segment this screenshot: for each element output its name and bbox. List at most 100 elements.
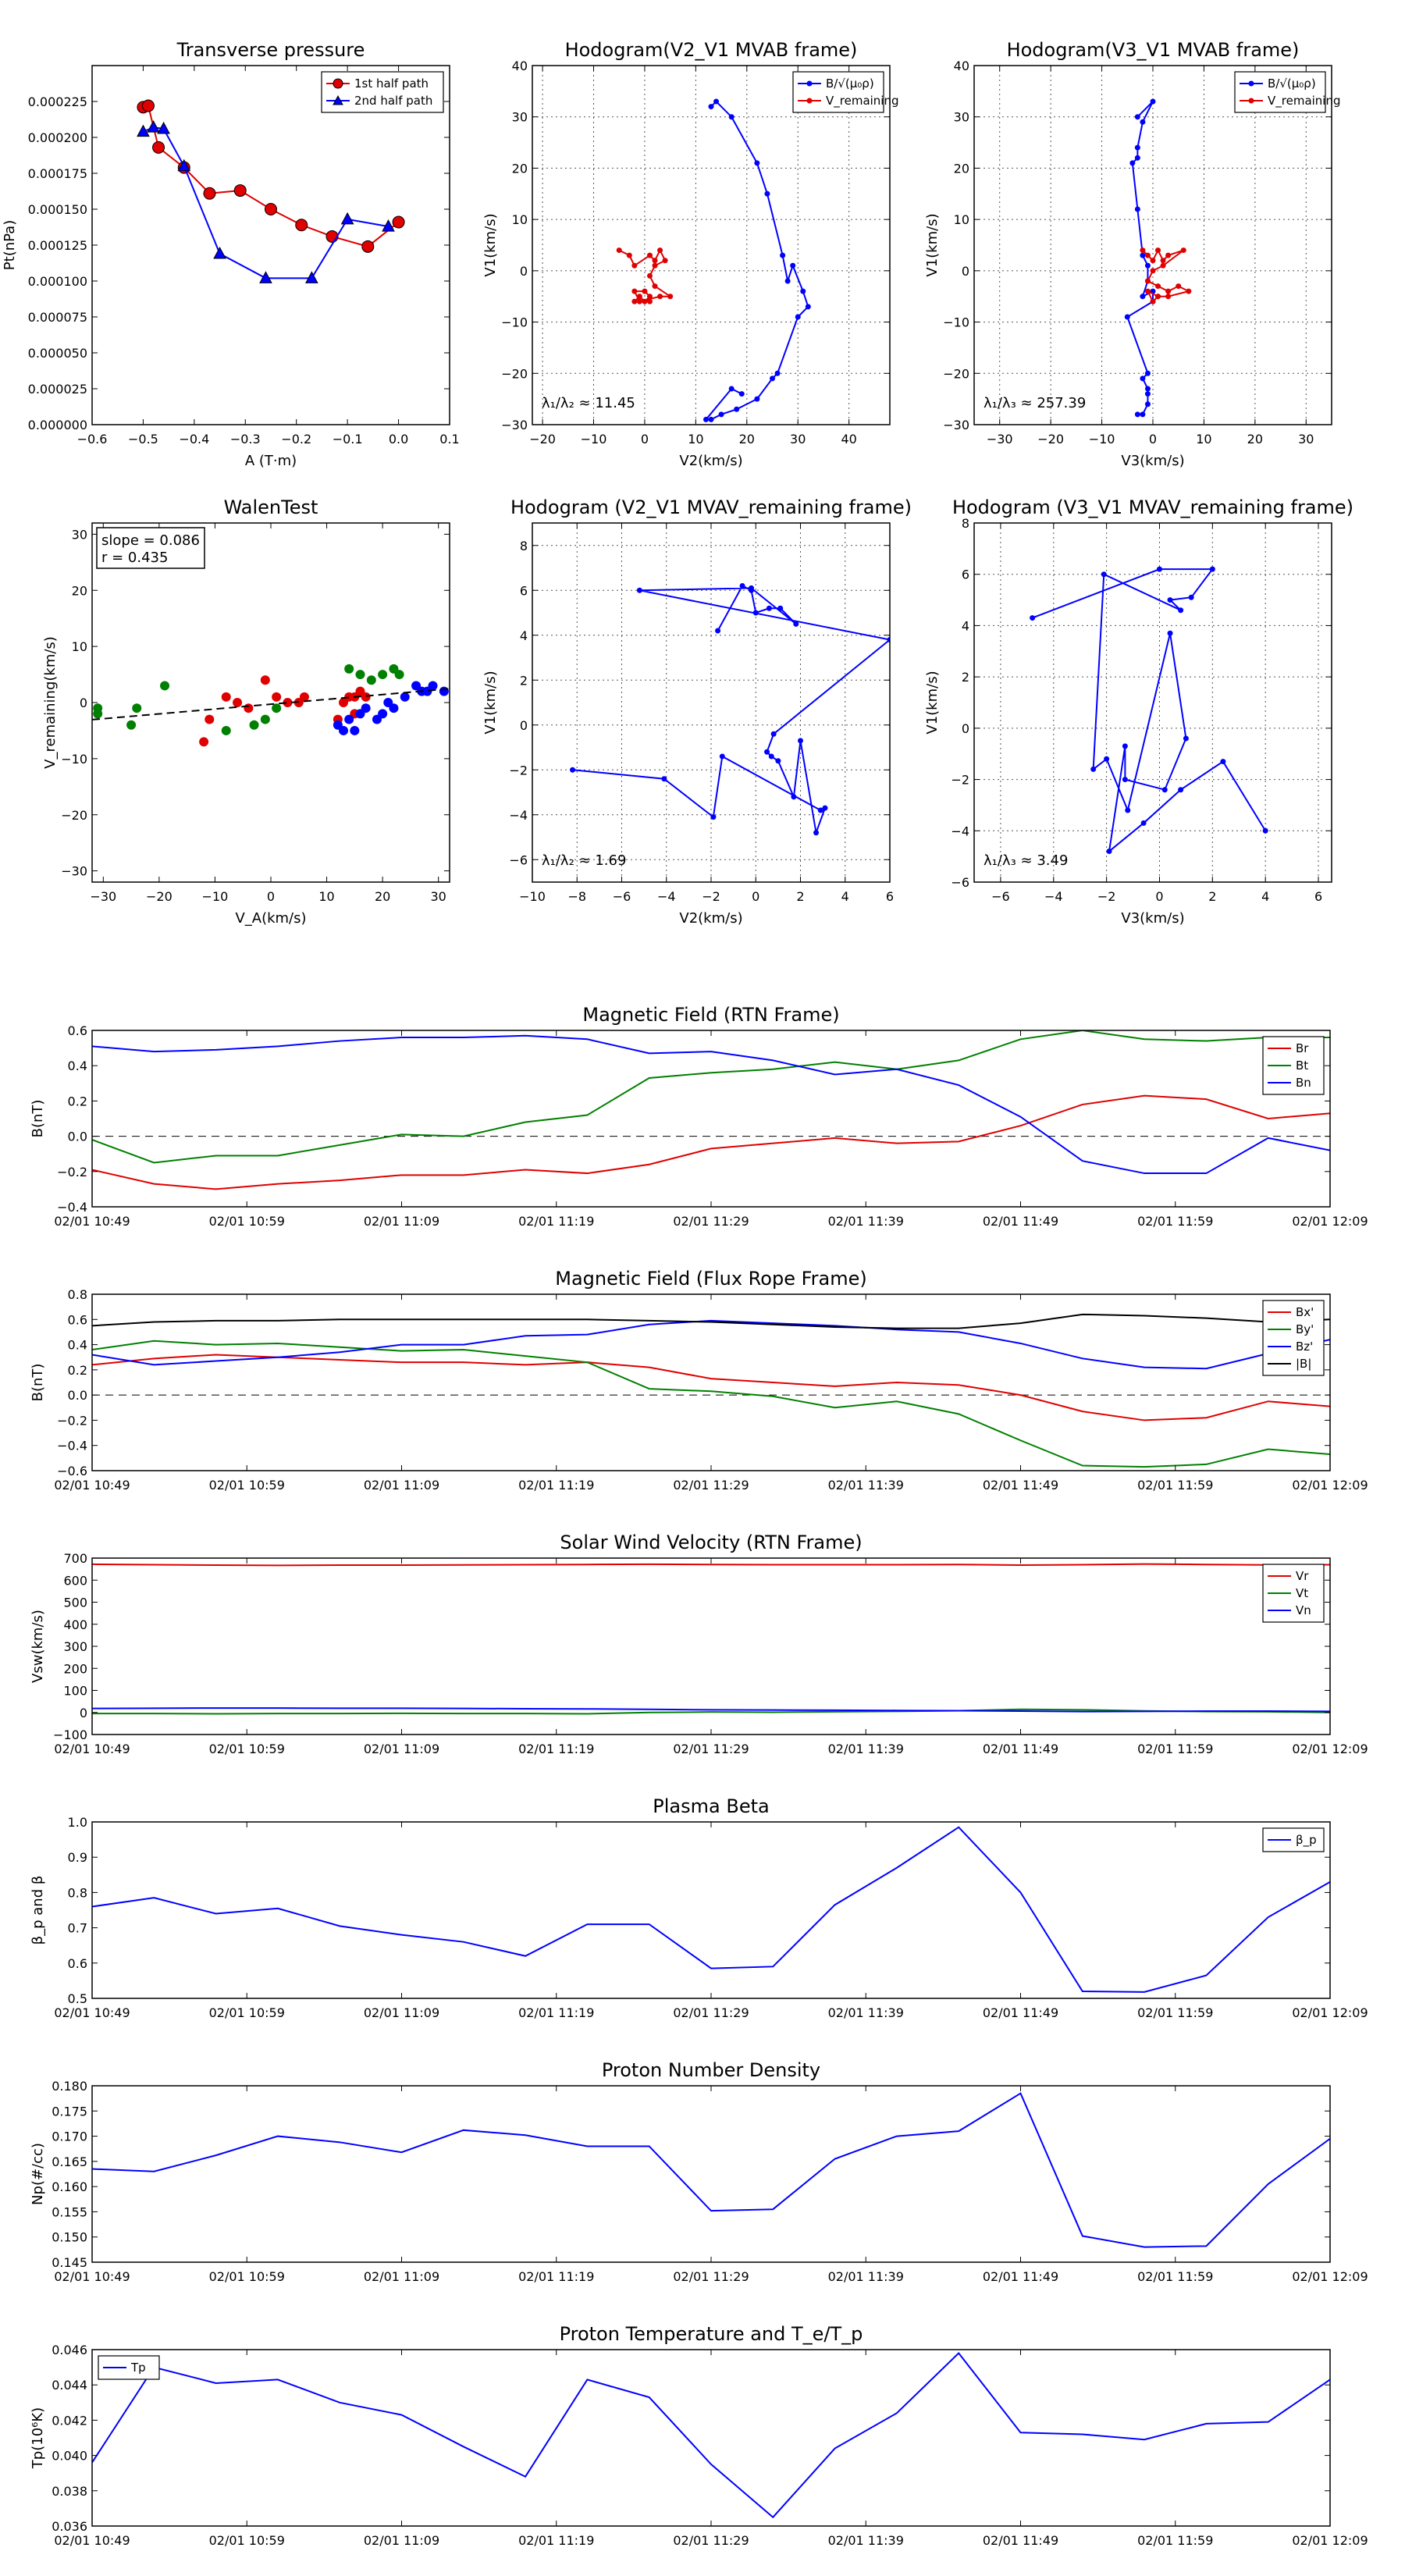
data-layer bbox=[92, 1030, 1330, 1190]
data-point bbox=[1134, 114, 1140, 120]
data-point bbox=[793, 621, 799, 627]
y-tick-label: −6 bbox=[951, 875, 969, 890]
x-tick-label: 2 bbox=[796, 889, 804, 904]
y-tick-label: −30 bbox=[501, 418, 528, 432]
x-axis-label: V3(km/s) bbox=[1121, 910, 1184, 927]
y-tick-label: −0.4 bbox=[57, 1439, 87, 1453]
data-point bbox=[702, 416, 709, 422]
y-tick-label: −0.6 bbox=[57, 1464, 87, 1478]
x-tick-label: 02/01 11:59 bbox=[1137, 2269, 1213, 2284]
data-point bbox=[1183, 735, 1189, 742]
y-tick-label: 0.175 bbox=[52, 2104, 87, 2119]
x-tick-label: −10 bbox=[1089, 432, 1115, 447]
plot-frame bbox=[91, 1030, 1331, 1208]
data-point bbox=[1262, 827, 1268, 834]
x-tick-label: −10 bbox=[581, 432, 607, 447]
data-point bbox=[1150, 98, 1156, 105]
data-point bbox=[662, 258, 668, 264]
data-point bbox=[1188, 594, 1194, 600]
data-point bbox=[646, 272, 653, 279]
data-point bbox=[749, 585, 755, 591]
y-tick-label: 0.000200 bbox=[28, 130, 87, 145]
x-tick-label: 02/01 11:09 bbox=[364, 2533, 439, 2548]
data-point bbox=[754, 396, 760, 402]
data-point bbox=[798, 738, 803, 744]
y-tick-label: 30 bbox=[512, 110, 528, 125]
y-tick-label: −20 bbox=[943, 366, 969, 381]
y-tick-label: 1.0 bbox=[68, 1815, 87, 1830]
data-point bbox=[728, 386, 735, 392]
data-layer bbox=[1124, 98, 1192, 418]
y-tick-label: 0 bbox=[962, 264, 969, 279]
data-point bbox=[1176, 283, 1182, 290]
series-line-0 bbox=[92, 2352, 1330, 2519]
x-tick-label: 30 bbox=[1298, 432, 1314, 447]
x-tick-label: 02/01 11:19 bbox=[518, 2269, 594, 2284]
y-axis-label: β_p and β bbox=[30, 1876, 46, 1945]
series-line-0 bbox=[572, 585, 890, 836]
legend-marker bbox=[1248, 98, 1254, 104]
x-tick-label: 20 bbox=[375, 889, 390, 904]
y-tick-label: 6 bbox=[520, 583, 528, 598]
data-point bbox=[249, 720, 259, 730]
series-line-2 bbox=[92, 1034, 1330, 1175]
legend-marker bbox=[333, 78, 343, 89]
data-layer bbox=[92, 1313, 1330, 1468]
legend-label: Vr bbox=[1296, 1569, 1309, 1583]
plot-frame bbox=[91, 2349, 1331, 2527]
y-tick-label: 30 bbox=[954, 110, 969, 125]
y-tick-label: 0.165 bbox=[52, 2154, 87, 2169]
legend-label: B/√(μ₀ρ) bbox=[826, 76, 874, 91]
x-tick-label: 02/01 11:29 bbox=[673, 2269, 749, 2284]
x-tick-label: 02/01 10:49 bbox=[54, 1742, 130, 1756]
data-point bbox=[1161, 787, 1168, 793]
data-point bbox=[439, 686, 449, 696]
y-tick-label: −4 bbox=[951, 824, 969, 838]
data-point bbox=[344, 714, 354, 724]
x-tick-label: 02/01 11:09 bbox=[364, 1478, 439, 1493]
x-axis-label: V2(km/s) bbox=[679, 910, 742, 927]
data-point bbox=[361, 692, 371, 702]
series-line-0 bbox=[1032, 568, 1267, 853]
x-tick-label: 10 bbox=[1196, 432, 1211, 447]
x-tick-label: 02/01 11:29 bbox=[673, 2533, 749, 2548]
x-axis-label: V2(km/s) bbox=[679, 453, 742, 469]
data-point bbox=[631, 298, 638, 304]
data-point bbox=[400, 692, 410, 702]
data-point bbox=[739, 583, 745, 589]
y-tick-label: 0.8 bbox=[68, 1287, 87, 1302]
x-tick-label: 0 bbox=[641, 432, 649, 447]
data-point bbox=[203, 187, 216, 200]
data-point bbox=[259, 271, 272, 283]
y-axis-label: V1(km/s) bbox=[482, 213, 499, 276]
y-tick-label: 0 bbox=[80, 696, 87, 710]
x-tick-label: −10 bbox=[202, 889, 229, 904]
data-point bbox=[1122, 743, 1128, 749]
y-tick-label: 0.155 bbox=[52, 2204, 87, 2219]
data-layer bbox=[1030, 566, 1268, 855]
series-line-1 bbox=[1142, 248, 1191, 303]
x-tick-label: 02/01 10:59 bbox=[209, 1214, 285, 1229]
x-tick-label: 02/01 11:49 bbox=[983, 1478, 1058, 1493]
plot-frame bbox=[91, 522, 450, 883]
x-tick-label: −2 bbox=[1097, 889, 1116, 904]
data-point bbox=[1160, 262, 1166, 269]
legend-label: |B| bbox=[1296, 1357, 1311, 1371]
x-tick-label: 10 bbox=[318, 889, 334, 904]
data-point bbox=[199, 737, 209, 747]
series-line-0 bbox=[92, 2092, 1330, 2248]
data-point bbox=[1220, 759, 1226, 765]
x-tick-label: 02/01 10:59 bbox=[209, 1478, 285, 1493]
x-tick-label: 02/01 11:39 bbox=[828, 2005, 904, 2020]
data-point bbox=[728, 114, 735, 120]
y-tick-label: 0.7 bbox=[68, 1921, 87, 1936]
data-layer bbox=[92, 2092, 1330, 2248]
data-point bbox=[392, 215, 405, 229]
data-layer bbox=[92, 2352, 1330, 2519]
x-tick-label: 02/01 11:19 bbox=[518, 1214, 594, 1229]
x-tick-label: 02/01 11:59 bbox=[1137, 1214, 1213, 1229]
y-tick-label: 0.046 bbox=[52, 2343, 87, 2357]
data-point bbox=[800, 288, 806, 294]
x-tick-label: 02/01 11:49 bbox=[983, 2269, 1058, 2284]
data-point bbox=[775, 758, 781, 764]
